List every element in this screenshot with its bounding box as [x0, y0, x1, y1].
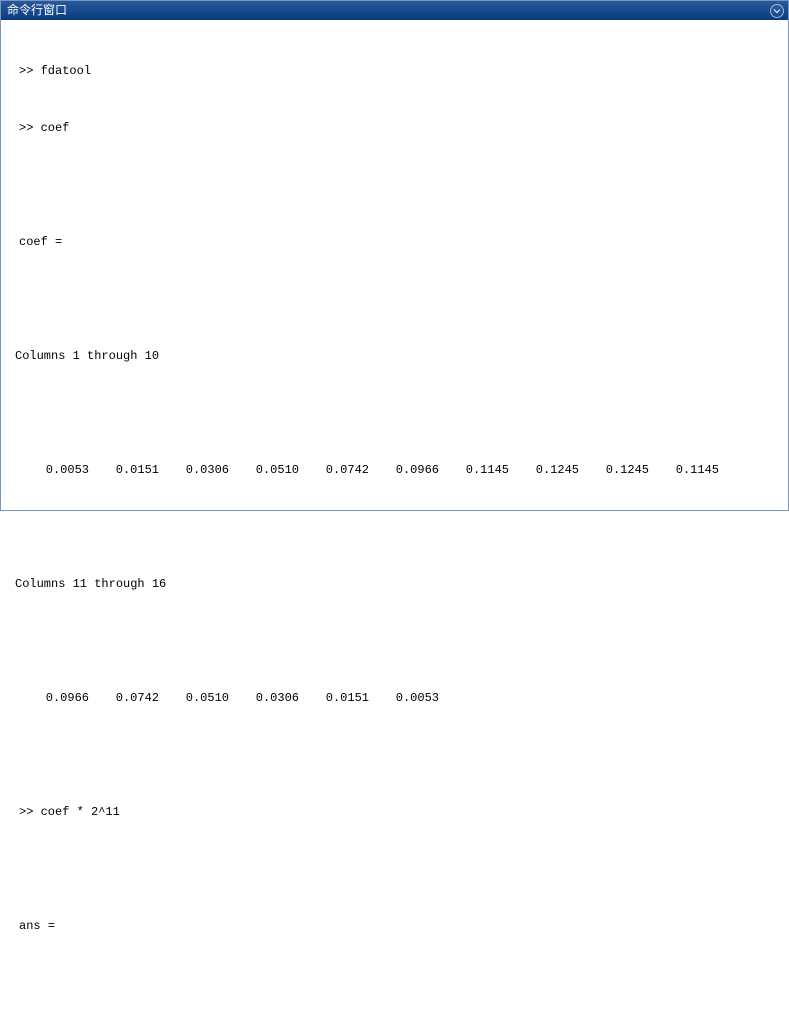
blank-line [1, 974, 788, 993]
window-title: 命令行窗口 [7, 1, 67, 20]
blank-line [1, 632, 788, 651]
numeric-value: 0.1245 [579, 461, 649, 480]
numeric-value: 0.0742 [299, 461, 369, 480]
command-output-area[interactable]: >> fdatool >> coef coef = Columns 1 thro… [1, 20, 788, 1022]
blank-line [1, 860, 788, 879]
numeric-value: 0.0742 [89, 689, 159, 708]
variable-name: coef = [1, 233, 788, 252]
chevron-down-icon [773, 7, 781, 15]
blank-line [1, 404, 788, 423]
numeric-value: 0.0510 [159, 689, 229, 708]
collapse-button[interactable] [770, 4, 784, 18]
prompt-line-3: >> coef * 2^11 [1, 803, 788, 822]
numeric-value: 0.0053 [19, 461, 89, 480]
numeric-value: 0.1245 [509, 461, 579, 480]
variable-name: ans = [1, 917, 788, 936]
prompt-line-2: >> coef [1, 119, 788, 138]
blank-line [1, 176, 788, 195]
command-text: coef * 2^11 [41, 805, 120, 819]
numeric-value: 0.0151 [89, 461, 159, 480]
columns-header: Columns 11 through 16 [1, 575, 788, 594]
numeric-value: 0.0053 [369, 689, 439, 708]
prompt-line-1: >> fdatool [1, 62, 788, 81]
command-text: fdatool [41, 64, 91, 78]
coef-values-row-2: 0.09660.07420.05100.03060.01510.0053 [1, 689, 788, 708]
numeric-value: 0.0510 [229, 461, 299, 480]
numeric-value: 0.0306 [159, 461, 229, 480]
numeric-value: 0.1145 [649, 461, 719, 480]
blank-line [1, 518, 788, 537]
numeric-value: 0.0966 [369, 461, 439, 480]
numeric-value: 0.0966 [19, 689, 89, 708]
numeric-value: 0.0306 [229, 689, 299, 708]
numeric-value: 0.0151 [299, 689, 369, 708]
blank-line [1, 746, 788, 765]
columns-header: Columns 1 through 10 [1, 347, 788, 366]
command-window-titlebar: 命令行窗口 [1, 1, 788, 20]
blank-line [1, 290, 788, 309]
numeric-value: 0.1145 [439, 461, 509, 480]
command-text: coef [41, 121, 70, 135]
coef-values-row-1: 0.00530.01510.03060.05100.07420.09660.11… [1, 461, 788, 480]
